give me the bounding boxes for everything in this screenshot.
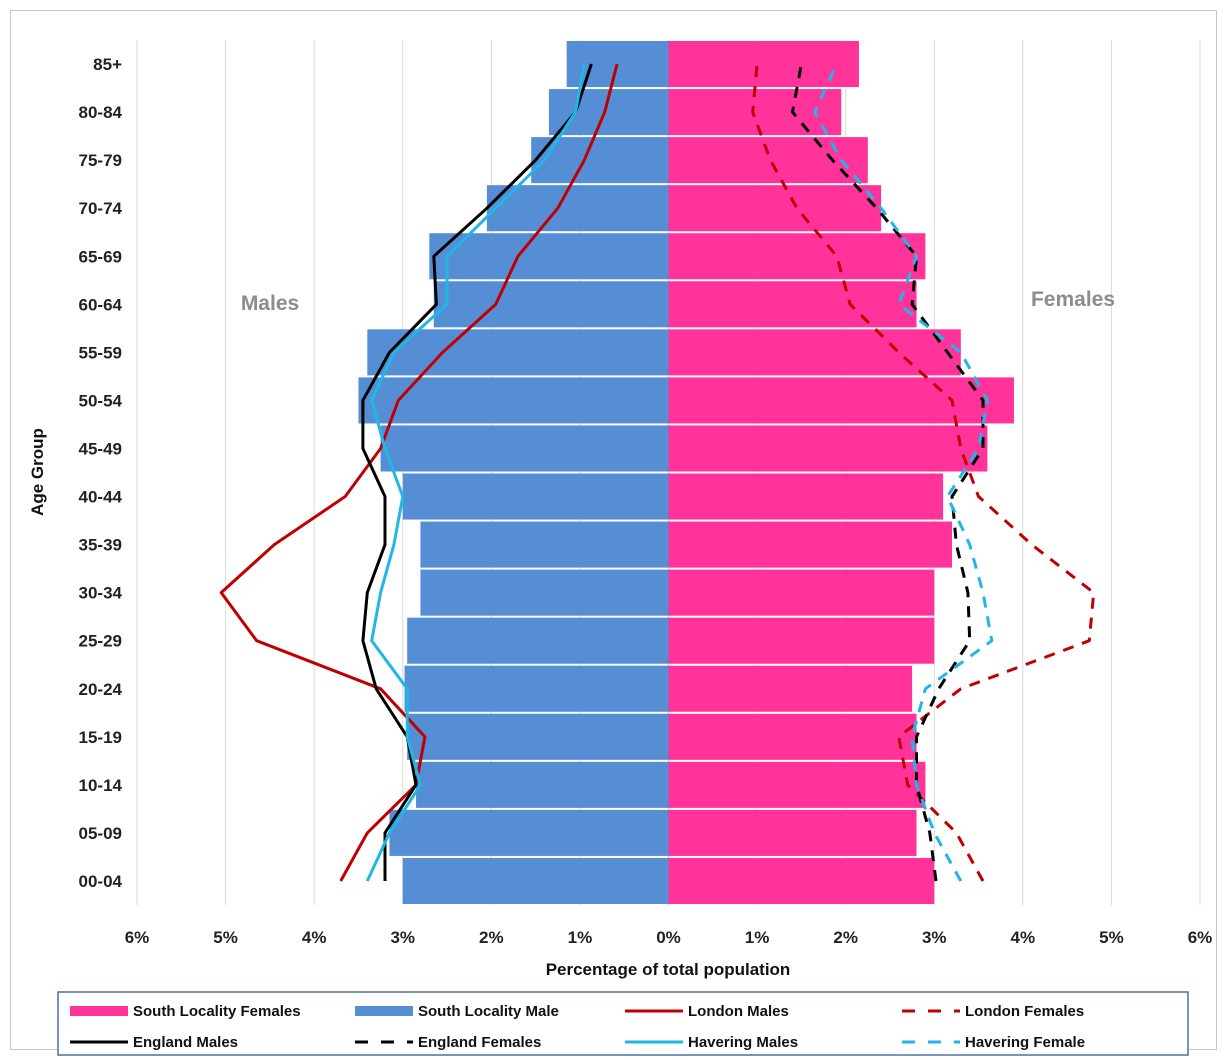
bar-south-locality-females-20-24 [668, 665, 913, 712]
bar-south-locality-male-60-64 [433, 281, 669, 328]
bar-south-locality-male-75-79 [531, 137, 669, 184]
legend-south-locality-male-label: South Locality Male [418, 1003, 559, 1020]
legend-box [57, 991, 1189, 1056]
bar-south-locality-male-45-49 [380, 425, 669, 472]
legend: South Locality Females South Locality Mal… [57, 991, 1189, 1056]
ytick-label-55-59: 55-59 [79, 343, 122, 362]
xtick-label-8: 2% [833, 928, 858, 947]
bar-south-locality-male-00-04 [402, 857, 669, 904]
bar-south-locality-male-55-59 [367, 329, 669, 376]
legend-south-locality-male-swatch [355, 1006, 413, 1016]
axes: 00-04 05-09 10-14 15-19 20-24 25-29 30-34 35-39… [28, 55, 1212, 979]
ytick-label-05-09: 05-09 [79, 824, 122, 843]
y-axis-title: Age Group [28, 428, 47, 516]
xtick-label-3: 3% [390, 928, 415, 947]
bar-south-locality-females-50-54 [668, 377, 1014, 424]
ytick-label-25-29: 25-29 [79, 632, 122, 651]
ytick-label-35-39: 35-39 [79, 536, 122, 555]
bar-south-locality-male-25-29 [407, 617, 669, 664]
bar-south-locality-male-15-19 [407, 713, 669, 760]
line-london-females [751, 63, 1096, 882]
bar-south-locality-females-65-69 [668, 233, 926, 280]
ytick-label-85: 85+ [93, 55, 122, 74]
ytick-label-60-64: 60-64 [79, 295, 123, 314]
ytick-label-10-14: 10-14 [79, 776, 123, 795]
line-london-males [219, 63, 619, 882]
annotation-females: Females [1031, 288, 1115, 311]
bar-south-locality-females-40-44 [668, 473, 944, 520]
bar-south-locality-females-35-39 [668, 521, 952, 568]
ytick-label-40-44: 40-44 [79, 488, 123, 507]
bar-south-locality-male-40-44 [402, 473, 669, 520]
bar-south-locality-females-60-64 [668, 281, 917, 328]
ytick-label-75-79: 75-79 [79, 151, 122, 170]
bar-south-locality-male-35-39 [420, 521, 669, 568]
bars [358, 41, 1014, 904]
bar-south-locality-females-15-19 [668, 713, 917, 760]
xtick-label-2: 4% [302, 928, 327, 947]
series-lines [219, 63, 1096, 882]
ytick-label-30-34: 30-34 [79, 584, 123, 603]
line-havering-female [813, 63, 994, 882]
legend-south-locality-male: South Locality Male [355, 1003, 559, 1020]
legend-havering-female-label: Havering Female [965, 1034, 1085, 1051]
legend-south-locality-females-swatch [70, 1006, 128, 1016]
line-england-females [791, 63, 985, 882]
legend-england-males: England Males [70, 1034, 238, 1051]
bar-south-locality-females-10-14 [668, 761, 926, 808]
bar-south-locality-females-00-04 [668, 857, 935, 904]
line-havering-males [365, 63, 586, 882]
legend-london-males-label: London Males [688, 1003, 789, 1020]
legend-england-males-label: England Males [133, 1034, 238, 1051]
legend-havering-males: Havering Males [625, 1034, 798, 1051]
ytick-label-65-69: 65-69 [79, 247, 122, 266]
xtick-label-1: 5% [213, 928, 238, 947]
bar-south-locality-females-85 [668, 41, 859, 88]
ytick-label-50-54: 50-54 [79, 391, 123, 410]
legend-havering-female: Havering Female [902, 1034, 1085, 1051]
xtick-label-12: 6% [1188, 928, 1213, 947]
bar-south-locality-females-25-29 [668, 617, 935, 664]
xtick-label-10: 4% [1011, 928, 1036, 947]
ytick-label-80-84: 80-84 [79, 103, 123, 122]
xtick-label-9: 3% [922, 928, 947, 947]
legend-england-females-label: England Females [418, 1034, 541, 1051]
legend-south-locality-females-label: South Locality Females [133, 1003, 301, 1020]
bar-south-locality-male-10-14 [416, 761, 669, 808]
x-axis-title: Percentage of total population [546, 960, 791, 979]
xtick-label-4: 2% [479, 928, 504, 947]
bar-south-locality-male-05-09 [389, 809, 669, 856]
ytick-label-00-04: 00-04 [79, 872, 123, 891]
xtick-label-7: 1% [745, 928, 770, 947]
bar-south-locality-male-65-69 [429, 233, 669, 280]
legend-england-females: England Females [355, 1034, 541, 1051]
xtick-label-6: 0% [656, 928, 681, 947]
bar-south-locality-male-30-34 [420, 569, 669, 616]
bar-south-locality-females-75-79 [668, 137, 868, 184]
bar-south-locality-females-05-09 [668, 809, 917, 856]
legend-london-males: London Males [625, 1003, 789, 1020]
bar-south-locality-male-70-74 [486, 185, 669, 232]
legend-south-locality-females: South Locality Females [70, 1003, 301, 1020]
gridlines [136, 40, 1201, 905]
legend-havering-males-label: Havering Males [688, 1034, 798, 1051]
legend-london-females-label: London Females [965, 1003, 1084, 1020]
annotation-males: Males [241, 292, 299, 315]
ytick-label-15-19: 15-19 [79, 728, 122, 747]
xtick-label-0: 6% [125, 928, 150, 947]
ytick-label-20-24: 20-24 [79, 680, 123, 699]
xtick-label-11: 5% [1099, 928, 1124, 947]
bar-south-locality-male-50-54 [358, 377, 669, 424]
ytick-label-70-74: 70-74 [79, 199, 123, 218]
bar-south-locality-females-55-59 [668, 329, 961, 376]
bar-south-locality-male-20-24 [404, 665, 669, 712]
bar-south-locality-females-45-49 [668, 425, 988, 472]
bar-south-locality-females-30-34 [668, 569, 935, 616]
xtick-label-5: 1% [568, 928, 593, 947]
legend-london-females: London Females [902, 1003, 1084, 1020]
bar-south-locality-females-70-74 [668, 185, 882, 232]
ytick-label-45-49: 45-49 [79, 439, 122, 458]
